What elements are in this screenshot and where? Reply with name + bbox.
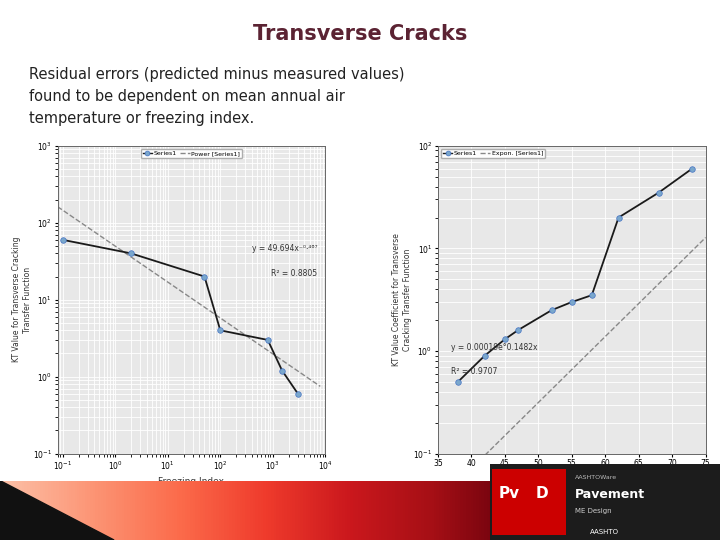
- Text: Pv: Pv: [499, 485, 520, 501]
- Text: D: D: [536, 485, 549, 501]
- Text: AASHTO: AASHTO: [590, 529, 619, 536]
- X-axis label: Freezing Index: Freezing Index: [158, 477, 225, 486]
- Text: R² = 0.8805: R² = 0.8805: [271, 269, 318, 278]
- Text: R² = 0.9707: R² = 0.9707: [451, 367, 498, 376]
- Text: Pavement: Pavement: [575, 488, 645, 501]
- Text: Transverse Cracks: Transverse Cracks: [253, 24, 467, 44]
- X-axis label: Mean Annual Air Temperature, F: Mean Annual Air Temperature, F: [499, 474, 644, 483]
- Y-axis label: KT Value for Transverse Cracking
Transfer Function: KT Value for Transverse Cracking Transfe…: [12, 237, 32, 362]
- Text: y = 0.00019e°0.1482x: y = 0.00019e°0.1482x: [451, 343, 538, 352]
- FancyBboxPatch shape: [492, 469, 566, 536]
- Text: temperature or freezing index.: temperature or freezing index.: [29, 111, 254, 126]
- Legend: Series1, Power [Series1]: Series1, Power [Series1]: [141, 149, 242, 158]
- Legend: Series1, Expon. [Series1]: Series1, Expon. [Series1]: [441, 149, 545, 158]
- FancyBboxPatch shape: [490, 464, 720, 540]
- Y-axis label: KT Value Coefficient for Transverse
Cracking Transfer Function: KT Value Coefficient for Transverse Crac…: [392, 233, 412, 366]
- Text: y = 49.694x⁻⁰⋅⁴⁶⁷: y = 49.694x⁻⁰⋅⁴⁶⁷: [252, 244, 318, 253]
- Text: ME Design: ME Design: [575, 508, 611, 514]
- Polygon shape: [0, 481, 114, 540]
- Text: AASHTOWare: AASHTOWare: [575, 475, 617, 480]
- Text: Residual errors (predicted minus measured values): Residual errors (predicted minus measure…: [29, 68, 405, 83]
- Text: found to be dependent on mean annual air: found to be dependent on mean annual air: [29, 89, 345, 104]
